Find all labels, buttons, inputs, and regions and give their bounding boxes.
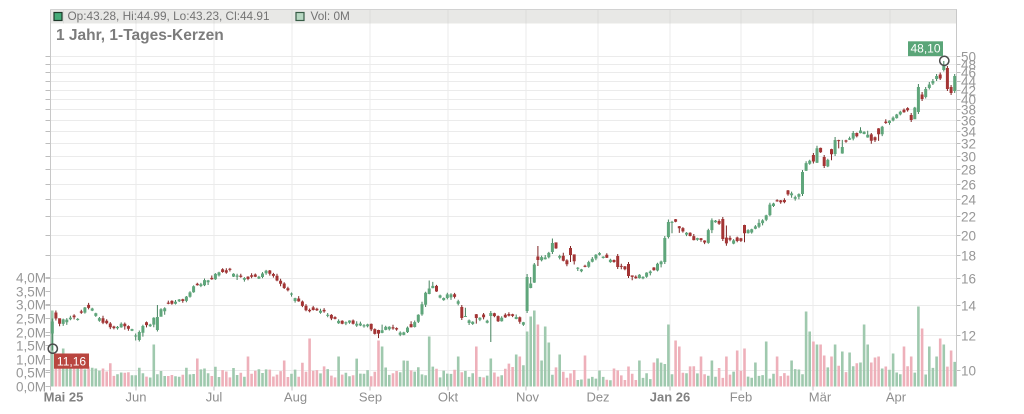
- svg-text:Mär: Mär: [809, 390, 832, 405]
- svg-text:Okt: Okt: [438, 390, 459, 405]
- svg-text:1,5M: 1,5M: [16, 338, 46, 353]
- svg-text:18: 18: [961, 248, 976, 263]
- svg-text:48,10: 48,10: [910, 42, 940, 56]
- svg-text:Feb: Feb: [730, 390, 752, 405]
- svg-text:0,5M: 0,5M: [16, 365, 46, 380]
- svg-text:44: 44: [961, 74, 977, 89]
- svg-text:Jun: Jun: [126, 390, 147, 405]
- svg-text:22: 22: [961, 209, 976, 224]
- svg-text:42: 42: [961, 83, 976, 98]
- svg-text:2,5M: 2,5M: [16, 311, 46, 326]
- svg-text:Mai 25: Mai 25: [44, 390, 84, 405]
- svg-text:Jan 26: Jan 26: [650, 390, 690, 405]
- svg-text:36: 36: [961, 113, 976, 128]
- svg-text:2,0M: 2,0M: [16, 325, 46, 340]
- svg-text:3,0M: 3,0M: [16, 297, 46, 312]
- svg-text:1,0M: 1,0M: [16, 352, 46, 367]
- svg-text:46: 46: [961, 65, 976, 80]
- svg-text:24: 24: [961, 192, 977, 207]
- svg-text:Dez: Dez: [586, 390, 609, 405]
- svg-text:12: 12: [961, 328, 976, 343]
- svg-text:48: 48: [961, 57, 976, 72]
- svg-text:38: 38: [961, 102, 976, 117]
- svg-text:26: 26: [961, 177, 976, 192]
- svg-text:Aug: Aug: [284, 390, 307, 405]
- svg-text:0,0M: 0,0M: [16, 379, 46, 394]
- svg-text:10: 10: [961, 363, 976, 378]
- svg-text:14: 14: [961, 298, 977, 313]
- svg-text:28: 28: [961, 162, 976, 177]
- svg-text:32: 32: [961, 136, 976, 151]
- svg-text:Apr: Apr: [886, 390, 907, 405]
- svg-text:4,0M: 4,0M: [16, 270, 46, 285]
- svg-text:16: 16: [961, 271, 976, 286]
- svg-text:40: 40: [961, 92, 976, 107]
- svg-text:50: 50: [961, 49, 976, 64]
- svg-text:Vol: 0M: Vol: 0M: [311, 9, 350, 23]
- svg-text:1 Jahr, 1-Tages-Kerzen: 1 Jahr, 1-Tages-Kerzen: [56, 27, 224, 44]
- svg-text:Op:43.28, Hi:44.99, Lo:43.23,: Op:43.28, Hi:44.99, Lo:43.23, Cl:44.91: [68, 9, 270, 23]
- svg-text:Sep: Sep: [359, 390, 382, 405]
- svg-text:30: 30: [961, 149, 976, 164]
- svg-text:11,16: 11,16: [57, 354, 86, 368]
- svg-text:Jul: Jul: [206, 390, 223, 405]
- svg-text:3,5M: 3,5M: [16, 284, 46, 299]
- svg-text:34: 34: [961, 124, 977, 139]
- svg-text:20: 20: [961, 228, 976, 243]
- svg-text:Nov: Nov: [516, 390, 540, 405]
